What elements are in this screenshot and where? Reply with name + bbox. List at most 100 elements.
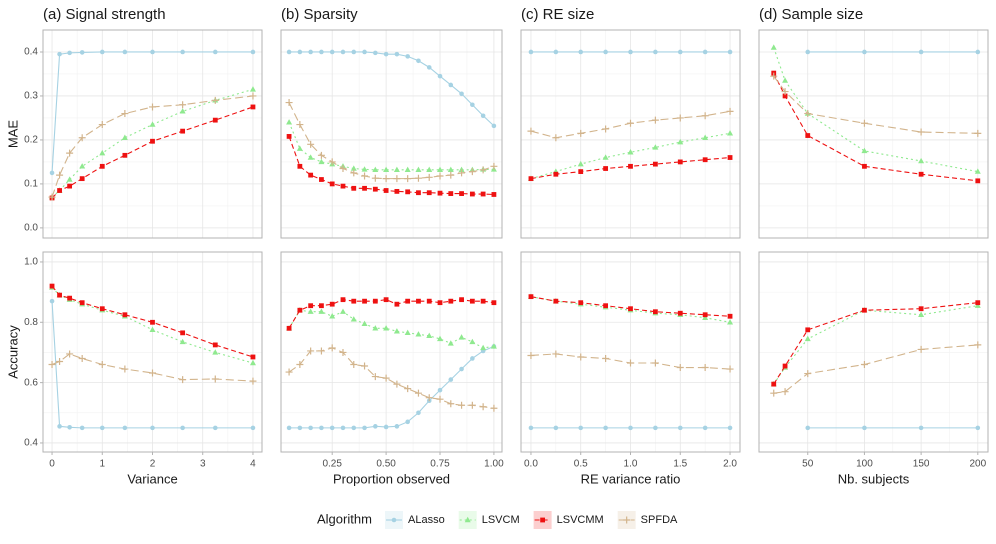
point [340, 49, 346, 55]
point [727, 155, 733, 160]
point [78, 354, 86, 362]
point [179, 338, 186, 345]
x-tick-label: 3 [200, 459, 206, 470]
y-tick-label: 0.1 [24, 179, 38, 190]
point [480, 344, 487, 351]
point [862, 49, 867, 55]
point [286, 425, 292, 431]
point [628, 425, 633, 431]
point [48, 193, 56, 201]
series-line [773, 47, 978, 173]
point [285, 368, 293, 376]
point [469, 191, 475, 197]
point [577, 129, 585, 137]
point [602, 125, 610, 133]
point [458, 401, 466, 409]
point [437, 335, 444, 342]
point [470, 102, 475, 108]
point [383, 166, 390, 173]
point [861, 147, 868, 154]
point [150, 138, 155, 144]
point [286, 49, 292, 55]
point [458, 166, 465, 173]
point [394, 424, 400, 429]
point [528, 294, 534, 300]
point [578, 300, 584, 306]
y-tick-label: 0.4 [24, 47, 38, 58]
point [603, 166, 609, 171]
point [804, 335, 811, 342]
point [701, 112, 709, 120]
point [249, 377, 257, 385]
point [99, 163, 105, 169]
point [297, 425, 303, 431]
series-line [51, 95, 254, 198]
point [383, 424, 389, 430]
panel-border [758, 251, 989, 453]
point [917, 128, 925, 136]
point [459, 297, 464, 303]
point [448, 298, 454, 304]
series-line [773, 305, 978, 385]
x-tick-label: 200 [969, 459, 986, 470]
point [362, 185, 367, 191]
point [416, 190, 421, 196]
point [862, 163, 867, 169]
point [628, 163, 633, 169]
x-tick-label: 150 [913, 459, 930, 470]
point [975, 300, 981, 306]
point [361, 320, 368, 326]
point [480, 298, 486, 304]
point [918, 306, 924, 312]
x-tick-label: 0.25 [322, 459, 342, 470]
point [918, 49, 924, 55]
panel-border [42, 251, 263, 453]
point [307, 140, 315, 148]
point [48, 361, 56, 369]
point [414, 389, 422, 397]
x-tick-label: 0.75 [430, 459, 450, 470]
point [805, 425, 811, 431]
point [79, 163, 86, 169]
point [339, 348, 347, 356]
legend-item: LSVCM [458, 511, 520, 529]
point [628, 306, 633, 312]
point [469, 298, 475, 304]
point [425, 394, 433, 402]
point [57, 424, 62, 429]
y-tick-label: 0.4 [24, 438, 38, 449]
point [578, 169, 584, 174]
point [179, 376, 187, 384]
point [918, 171, 924, 177]
point [491, 123, 497, 129]
point [805, 49, 811, 55]
point [351, 425, 357, 431]
point [98, 361, 106, 369]
series-line [289, 345, 495, 429]
point [677, 49, 683, 55]
point [393, 328, 400, 334]
point [701, 364, 709, 372]
panel-title: (a) Signal strength [43, 6, 166, 23]
point [974, 341, 982, 349]
point [150, 49, 155, 55]
point [319, 177, 324, 182]
point [350, 316, 357, 322]
point [770, 44, 777, 50]
point [727, 313, 733, 319]
point [328, 344, 336, 352]
point [577, 353, 585, 361]
x-tick-label: 0.0 [524, 459, 538, 470]
panel-border [520, 29, 741, 239]
point [702, 157, 708, 163]
point [149, 326, 156, 333]
legend-label: ALasso [408, 514, 445, 526]
x-tick-label: 2 [150, 459, 156, 470]
point [447, 340, 454, 346]
point [804, 370, 812, 378]
panel-border [520, 251, 741, 453]
point [308, 303, 314, 309]
legend-label: LSVCMM [557, 514, 604, 526]
legend-label: SPFDA [641, 514, 678, 526]
point [405, 419, 410, 425]
